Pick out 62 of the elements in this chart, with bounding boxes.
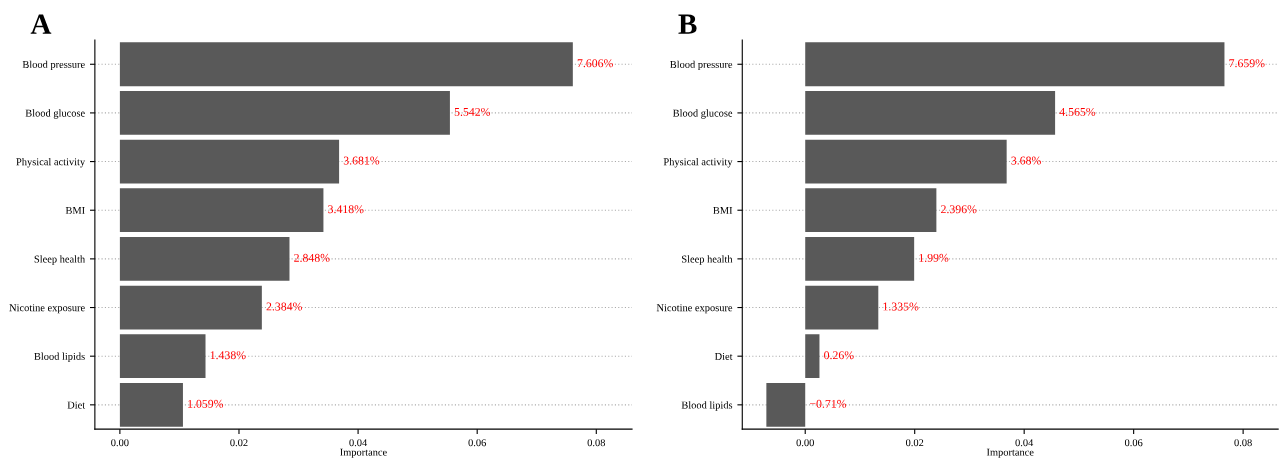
bar xyxy=(119,382,183,427)
data-label: 3.681% xyxy=(343,156,380,165)
bar xyxy=(119,236,290,281)
y-tick-label: Physical activity xyxy=(16,157,86,168)
bar xyxy=(805,139,1007,184)
x-tick-label: 0.02 xyxy=(230,439,248,447)
bar xyxy=(119,42,573,87)
y-tick-label: BMI xyxy=(713,207,733,214)
x-tick-label: 0.00 xyxy=(796,439,814,447)
data-label: 1.438% xyxy=(210,351,246,360)
bar xyxy=(805,236,915,281)
y-tick-label: Nicotine exposure xyxy=(656,304,733,314)
data-label: 2.396% xyxy=(941,205,977,214)
chart-title: B xyxy=(678,14,697,34)
data-label: 7.659% xyxy=(1229,59,1265,68)
bar xyxy=(805,285,879,330)
y-tick-label: Blood pressure xyxy=(670,60,733,71)
bar xyxy=(805,188,937,233)
data-label: 3.68% xyxy=(1011,156,1041,165)
bar xyxy=(805,42,1225,87)
data-label: −0.71% xyxy=(809,399,847,408)
x-tick-label: 0.00 xyxy=(111,439,129,447)
data-label: 0.26% xyxy=(824,351,854,360)
x-axis-title: Importance xyxy=(986,448,1034,458)
y-tick-label: Physical activity xyxy=(663,157,733,168)
y-tick-label: Blood glucose xyxy=(25,109,85,119)
x-tick-label: 0.04 xyxy=(349,439,368,447)
x-tick-label: 0.06 xyxy=(468,439,486,447)
y-tick-label: Nicotine exposure xyxy=(9,304,85,314)
data-label: 1.335% xyxy=(883,302,919,311)
y-tick-label: Diet xyxy=(714,352,733,360)
data-label: 5.542% xyxy=(454,107,491,116)
y-tick-label: Blood lipids xyxy=(681,401,733,411)
bar xyxy=(805,334,820,379)
bar xyxy=(119,334,206,379)
bar xyxy=(119,139,340,184)
data-label: 1.059% xyxy=(188,399,224,408)
bar xyxy=(119,188,324,233)
data-label: 4.565% xyxy=(1059,107,1096,116)
y-tick-label: BMI xyxy=(65,207,85,214)
x-tick-label: 0.08 xyxy=(587,439,606,447)
data-label: 7.606% xyxy=(577,59,613,68)
y-tick-label: Sleep health xyxy=(682,255,733,265)
x-tick-label: 0.02 xyxy=(905,439,924,447)
data-label: 1.99% xyxy=(919,253,949,262)
bar xyxy=(119,91,450,135)
x-tick-label: 0.04 xyxy=(1015,439,1034,447)
chart-title: A xyxy=(30,14,52,34)
y-tick-label: Blood lipids xyxy=(34,352,85,363)
y-tick-label: Diet xyxy=(67,401,86,409)
y-tick-label: Sleep health xyxy=(34,255,86,265)
bar xyxy=(766,382,806,427)
bar xyxy=(805,91,1056,135)
x-tick-label: 0.06 xyxy=(1124,439,1143,447)
x-axis-title: Importance xyxy=(340,448,387,458)
data-label: 2.384% xyxy=(266,302,303,311)
x-tick-label: 0.08 xyxy=(1234,439,1252,447)
y-tick-label: Blood glucose xyxy=(672,109,733,119)
y-tick-label: Blood pressure xyxy=(22,60,85,71)
bar xyxy=(119,285,262,330)
data-label: 3.418% xyxy=(328,205,364,214)
data-label: 2.848% xyxy=(294,253,330,262)
